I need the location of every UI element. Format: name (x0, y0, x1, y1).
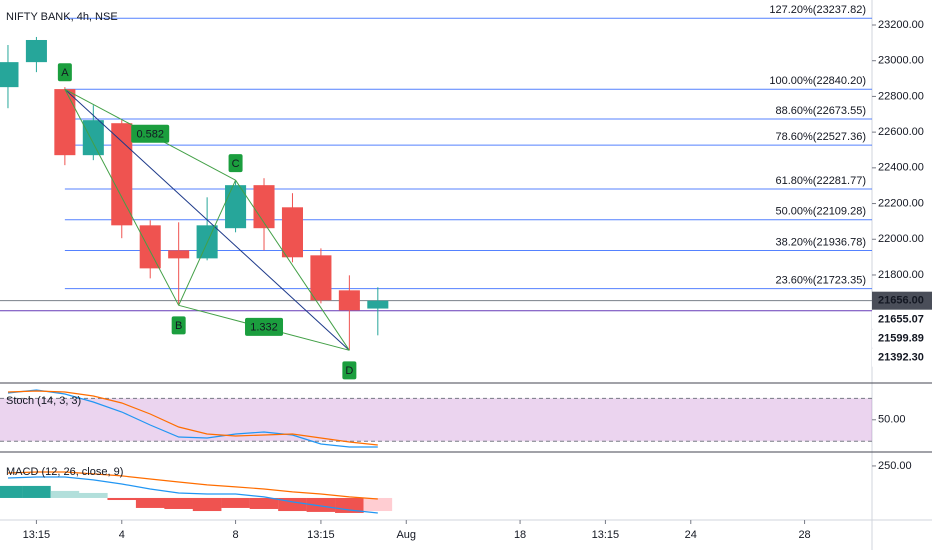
x-tick-label: 13:15 (307, 529, 335, 541)
pane-title: Stoch (14, 3, 3) (6, 395, 81, 407)
x-tick-label: 4 (119, 529, 125, 541)
y-tick-label: 21800.00 (878, 269, 924, 281)
y-tick-label: 23000.00 (878, 55, 924, 67)
x-tick-label: Aug (396, 529, 416, 541)
histogram-bar (22, 485, 51, 498)
pattern-label: D (345, 365, 353, 377)
pattern-label: 1.332 (250, 322, 278, 334)
y-tick-label: 22800.00 (878, 90, 924, 102)
y-tick-label: 23200.00 (878, 19, 924, 31)
indicator-line (7, 389, 378, 448)
candle-body (25, 39, 47, 63)
candle-body (111, 123, 133, 226)
candle-body (168, 250, 190, 259)
pattern-leg (64, 88, 350, 351)
x-tick-label: 13:15 (23, 529, 51, 541)
x-tick-label: 18 (514, 529, 526, 541)
candle-body (253, 185, 275, 229)
candle-body (225, 185, 247, 229)
pattern-leg (178, 179, 237, 306)
fib-label: 78.60%(22527.36) (775, 131, 866, 143)
y-tick-label: 50.00 (878, 414, 906, 426)
histogram-bar (221, 497, 250, 508)
y-tick-label: 22600.00 (878, 126, 924, 138)
pane-title: MACD (12, 26, close, 9) (6, 466, 123, 478)
histogram-bar (135, 497, 165, 508)
price-label-bg (872, 291, 932, 310)
histogram-bar (107, 497, 137, 501)
candle-body (310, 255, 332, 301)
candle-body (367, 300, 389, 309)
price-label: 21655.07 (878, 314, 924, 326)
pattern-label: A (61, 67, 69, 79)
label-bg (131, 124, 170, 143)
fib-label: 50.00%(22109.28) (775, 206, 866, 218)
fib-label: 100.00%(22840.20) (769, 75, 866, 87)
pattern-label: 0.582 (136, 129, 164, 141)
histogram-bar (249, 497, 279, 509)
fib-label: 23.60%(21723.35) (775, 275, 866, 287)
indicator-line (7, 471, 378, 500)
x-tick-label: 8 (233, 529, 239, 541)
pattern-leg (64, 89, 180, 306)
fib-label: 88.60%(22673.55) (775, 105, 866, 117)
fib-label: 38.20%(21936.78) (775, 236, 866, 248)
label-bg (245, 317, 284, 336)
histogram-bar (306, 497, 336, 512)
y-tick-label: 250.00 (878, 460, 912, 472)
candle-body (0, 62, 19, 88)
candle-body (338, 290, 360, 311)
indicator-line (7, 476, 378, 514)
candle-body (281, 207, 303, 258)
x-tick-label: 13:15 (592, 529, 620, 541)
y-tick-label: 22000.00 (878, 233, 924, 245)
histogram-bar (164, 497, 193, 509)
x-tick-label: 24 (685, 529, 697, 541)
price-label-bg (872, 348, 932, 367)
histogram-bar (0, 485, 23, 498)
label-bg (57, 63, 72, 82)
fib-label: 127.20%(23237.82) (769, 4, 866, 16)
pane-title: NIFTY BANK, 4h, NSE (6, 11, 118, 23)
y-tick-label: 22400.00 (878, 162, 924, 174)
histogram-bar (363, 497, 393, 512)
label-bg (171, 316, 186, 335)
pattern-label: B (175, 320, 182, 332)
label-bg (228, 154, 243, 173)
price-label-bg (872, 329, 932, 348)
candle-body (82, 120, 104, 156)
histogram-bar (79, 492, 108, 498)
price-label: 21656.00 (878, 295, 924, 307)
price-label-bg (872, 310, 932, 329)
pattern-label: C (232, 158, 240, 170)
candle-body (54, 89, 76, 156)
price-label: 21599.89 (878, 333, 924, 345)
band-fill (0, 398, 872, 442)
indicator-line (7, 390, 378, 446)
histogram-bar (192, 497, 222, 512)
label-bg (342, 361, 357, 380)
fib-label: 61.80%(22281.77) (775, 175, 866, 187)
y-tick-label: 22200.00 (878, 197, 924, 209)
histogram-bar (50, 490, 80, 498)
x-tick-label: 28 (798, 529, 810, 541)
candle-body (139, 225, 161, 269)
pattern-leg (235, 179, 350, 351)
price-label: 21392.30 (878, 352, 924, 364)
